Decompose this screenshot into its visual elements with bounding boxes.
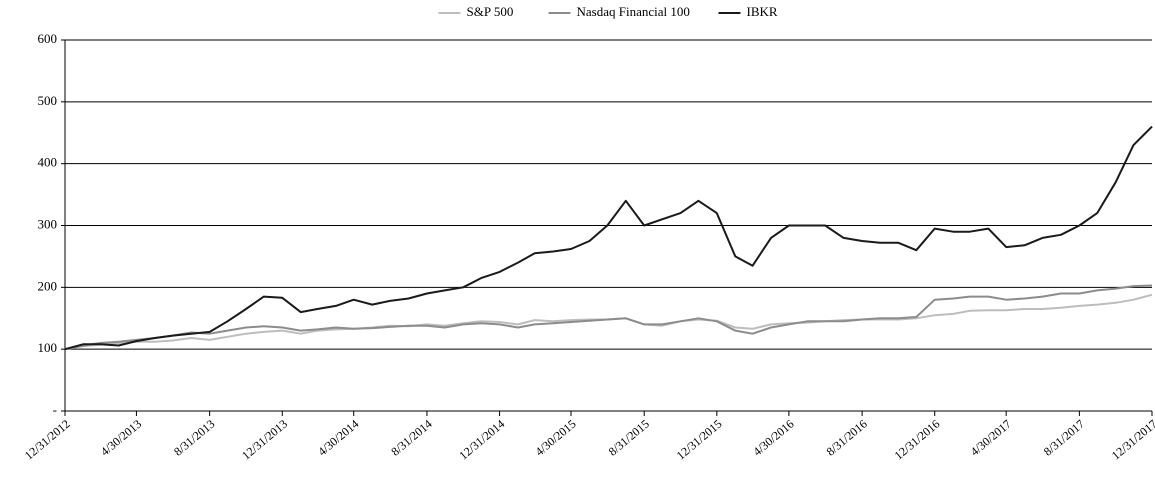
x-tick-label: 4/30/2015 [532, 417, 578, 459]
x-tick-label: 8/31/2014 [388, 417, 434, 459]
line-series [64, 125, 1153, 351]
legend-label: S&P 500 [467, 4, 514, 19]
y-tick-label: 600 [38, 31, 58, 46]
y-tick-label: 300 [38, 216, 58, 231]
x-tick-label: 12/31/2017 [1109, 417, 1155, 463]
x-tick-label: 12/31/2014 [456, 417, 507, 463]
y-tick-label: 100 [38, 340, 58, 355]
y-tick-label: - [53, 402, 57, 417]
line-series [64, 284, 1153, 351]
y-tick-label: 500 [38, 93, 58, 108]
x-tick-label: 8/31/2017 [1041, 417, 1087, 459]
x-tick-label: 12/31/2013 [239, 417, 290, 463]
x-tick-label: 8/31/2015 [606, 417, 652, 459]
x-tick-label: 12/31/2016 [892, 417, 943, 463]
x-tick-label: 4/30/2013 [98, 417, 144, 459]
legend-label: Nasdaq Financial 100 [577, 4, 690, 19]
legend-label: IBKR [747, 4, 778, 19]
y-tick-label: 200 [38, 278, 58, 293]
x-tick-label: 8/31/2016 [824, 417, 870, 459]
x-tick-label: 4/30/2017 [968, 417, 1014, 459]
x-tick-label: 8/31/2013 [171, 417, 217, 459]
x-tick-label: 12/31/2012 [22, 417, 73, 463]
x-tick-label: 12/31/2015 [674, 417, 725, 463]
x-tick-label: 4/30/2016 [750, 417, 796, 459]
x-tick-label: 4/30/2014 [315, 417, 361, 459]
y-tick-label: 400 [38, 155, 58, 170]
